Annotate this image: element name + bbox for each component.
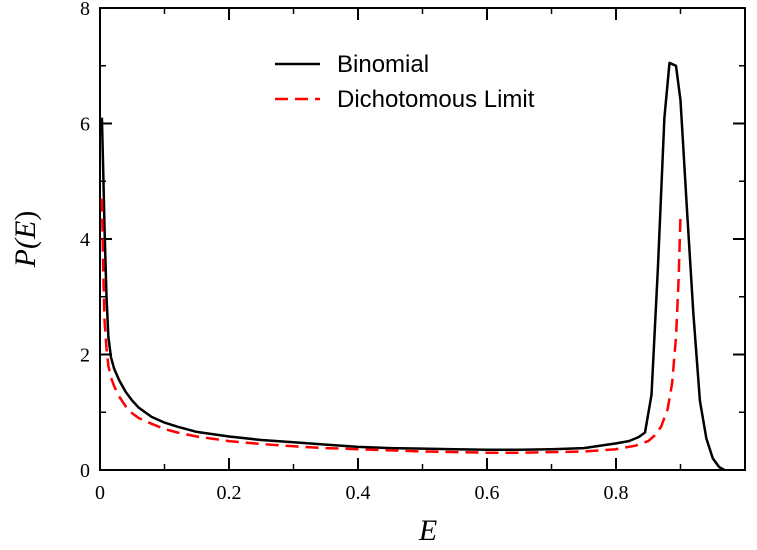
legend-label-dichotomous: Dichotomous Limit [337, 86, 535, 113]
x-tick-label: 0.2 [217, 482, 242, 504]
y-tick-label: 4 [80, 229, 90, 251]
y-tick-label: 0 [80, 460, 90, 482]
legend-label-binomial: Binomial [337, 51, 429, 78]
x-tick-label: 0.8 [604, 482, 629, 504]
y-tick-label: 8 [80, 0, 90, 20]
series-line-dichotomous-limit [100, 198, 682, 454]
y-tick-label: 6 [80, 114, 90, 136]
x-axis-title: E [418, 514, 437, 547]
y-axis-title: P(E) [9, 211, 42, 269]
y-tick-label: 2 [80, 345, 90, 367]
x-tick-label: 0.4 [346, 482, 371, 504]
series-lines [100, 61, 726, 470]
ticks [99, 7, 745, 471]
x-tick-label: 0.6 [475, 482, 500, 504]
legend: Binomial Dichotomous Limit [275, 51, 535, 113]
series-line-binomial [100, 61, 726, 470]
tick-labels: 0 0.2 0.4 0.6 0.8 0 2 4 6 8 [80, 0, 629, 504]
x-tick-label: 0 [95, 482, 105, 504]
